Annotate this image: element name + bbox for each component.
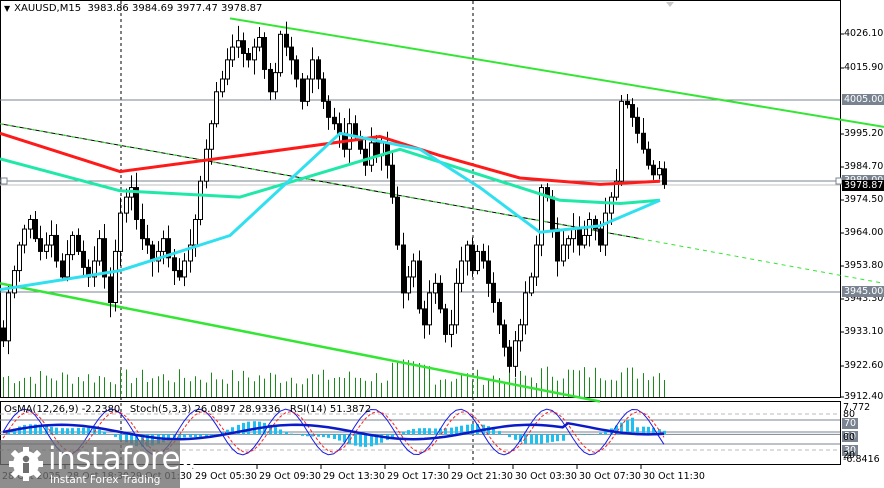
main-pane-frame [0,0,841,398]
instaforex-logo: instaforex Instant Forex Trading [0,440,198,488]
channel-lower-line[interactable] [0,282,601,403]
ma-teal-line[interactable] [0,147,661,205]
logo-name: instaforex [48,441,198,477]
price-tick-label: 3922.60 [844,360,884,371]
indicator-title: OsMA(12,26,9) -2.2380 Stoch(5,3,3) 26.08… [4,404,372,415]
price-tick-label: 4026.10 [844,28,884,39]
price-tick-label: 3974.50 [844,194,884,205]
time-tick-label: 29 Oct 13:30 [323,471,385,482]
volume-bars [3,359,665,397]
indicator-level-tag: 30 [842,445,859,456]
ohlc-values: 3983.86 3984.69 3977.47 3978.87 [87,3,263,14]
indicator-min-label: -6.8416 [843,454,880,465]
collapse-triangle-icon[interactable]: ▼ [4,4,11,13]
indicator-level-label: 20 [843,450,856,461]
time-tick-label: 29 Oct 05:30 [195,471,257,482]
price-tick-label: 3984.70 [844,161,884,172]
time-tick-label: 29 Oct 21:30 [451,471,513,482]
indicator-level-tag: 70 [842,418,859,429]
channel-middle-line[interactable] [0,123,641,240]
rsi-line [2,421,665,441]
current-price-tag: 3978.87 [842,180,884,191]
indicator-pane-frame [0,401,841,465]
logo-tagline: Instant Forex Trading [50,474,161,486]
indicator-max-label: 7.772 [843,402,871,413]
indicator-level-label: 00 [843,432,856,443]
chart-title: ▼ XAUUSD,M15 3983.86 3984.69 3977.47 3978… [4,3,262,14]
level-price-tag: 4005.00 [842,94,884,105]
indicator-level-tag: 50 [842,431,859,442]
price-tick-label: 3995.20 [844,128,884,139]
level-price-tag: 3945.00 [842,286,884,297]
time-tick-label: 29 Oct 17:30 [387,471,449,482]
symbol-title: XAUUSD,M15 [14,3,82,14]
gear-person-icon [9,447,43,481]
price-tick-label: 4015.90 [844,62,884,73]
stoch-main-line [2,408,665,456]
price-tick-label: 3953.80 [844,260,884,271]
price-tick-label: 3933.10 [844,326,884,337]
indicator-level-label: 80 [843,409,856,420]
time-tick-label: 30 Oct 11:30 [643,471,705,482]
shift-marker-icon[interactable] [666,2,674,7]
time-tick-label: 30 Oct 07:30 [579,471,641,482]
level-anchor-handle[interactable] [0,177,8,185]
time-tick-label: 29 Oct 09:30 [259,471,321,482]
channel-upper-line[interactable] [229,17,884,128]
ma-cyan-line[interactable] [0,131,661,292]
price-tick-label: 3912.40 [844,391,884,402]
price-tick-label: 3943.30 [844,293,884,304]
price-tick-label: 3964.00 [844,227,884,238]
candlesticks[interactable] [1,21,667,377]
time-tick-label: 30 Oct 03:30 [515,471,577,482]
